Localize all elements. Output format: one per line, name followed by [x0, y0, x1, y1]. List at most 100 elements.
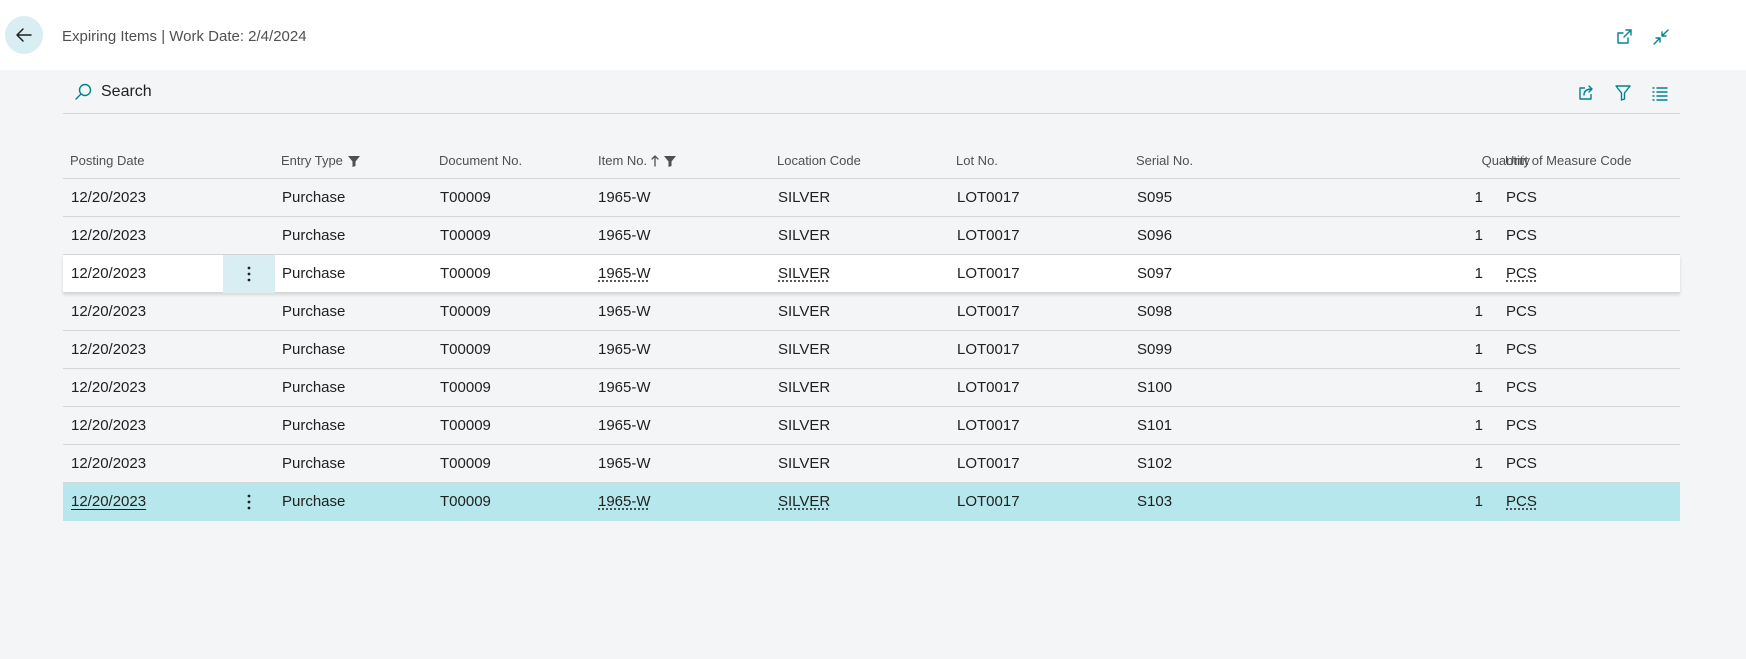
cell-lot-no: LOT0017	[957, 189, 1020, 206]
cell-location-code[interactable]: SILVER	[778, 227, 831, 244]
cell-uom[interactable]: PCS	[1506, 417, 1537, 434]
cell-location-code[interactable]: SILVER	[778, 189, 831, 206]
search-box[interactable]: Search	[73, 82, 152, 102]
cell-serial-no: S103	[1137, 493, 1173, 510]
cell-posting-date[interactable]: 12/20/2023	[71, 417, 147, 434]
cell-location-code[interactable]: SILVER	[778, 455, 831, 472]
cell-uom[interactable]: PCS	[1506, 493, 1537, 510]
cell-serial-no: S095	[1137, 189, 1173, 206]
cell-uom[interactable]: PCS	[1506, 341, 1537, 358]
column-header-serial-no[interactable]: Serial No.	[1136, 153, 1193, 168]
arrow-left-icon	[16, 28, 32, 42]
cell-item-no[interactable]: 1965-W	[598, 265, 651, 282]
expiring-items-grid: Posting Date Entry Type Document No. Ite…	[63, 142, 1680, 521]
list-view-button[interactable]	[1648, 81, 1672, 105]
cell-quantity: 1	[1474, 303, 1483, 320]
cell-uom[interactable]: PCS	[1506, 455, 1537, 472]
share-button[interactable]	[1574, 81, 1598, 105]
cell-posting-date[interactable]: 12/20/2023	[71, 379, 147, 396]
list-toolbar: Search	[63, 70, 1680, 114]
cell-lot-no: LOT0017	[957, 227, 1020, 244]
cell-uom[interactable]: PCS	[1506, 227, 1537, 244]
cell-document-no: T00009	[440, 189, 491, 206]
cell-posting-date[interactable]: 12/20/2023	[71, 493, 147, 510]
cell-entry-type: Purchase	[282, 417, 346, 434]
more-vertical-icon	[247, 494, 251, 510]
cell-uom[interactable]: PCS	[1506, 189, 1537, 206]
row-actions-button[interactable]	[223, 483, 275, 521]
cell-uom[interactable]: PCS	[1506, 265, 1537, 282]
table-row[interactable]: 12/20/2023 Purchase T00009 1965-W SILVER LOT0…	[63, 179, 1680, 217]
column-header-entry-type[interactable]: Entry Type	[281, 153, 361, 168]
cell-quantity: 1	[1474, 379, 1483, 396]
open-in-new-window-button[interactable]	[1612, 25, 1636, 49]
cell-entry-type: Purchase	[282, 189, 346, 206]
table-row[interactable]: 12/20/2023 Purchase T00009 1965-W SILVER LOT0…	[63, 331, 1680, 369]
cell-entry-type: Purchase	[282, 341, 346, 358]
cell-item-no[interactable]: 1965-W	[598, 341, 651, 358]
cell-location-code[interactable]: SILVER	[778, 341, 831, 358]
table-row[interactable]: 12/20/2023 Purchase T00009 1965-W SILVER LOT0…	[63, 293, 1680, 331]
column-header-quantity[interactable]: Quantity	[1410, 153, 1530, 168]
cell-posting-date[interactable]: 12/20/2023	[71, 341, 147, 358]
cell-item-no[interactable]: 1965-W	[598, 493, 651, 510]
column-header-label: Posting Date	[70, 153, 145, 168]
cell-document-no: T00009	[440, 227, 491, 244]
grid-body: 12/20/2023 Purchase T00009 1965-W SILVER LOT0…	[63, 179, 1680, 521]
back-button[interactable]	[5, 16, 43, 54]
cell-serial-no: S096	[1137, 227, 1173, 244]
collapse-button[interactable]	[1649, 25, 1673, 49]
filter-pane-button[interactable]	[1611, 81, 1635, 105]
column-header-location-code[interactable]: Location Code	[777, 153, 861, 168]
column-header-label: Entry Type	[281, 153, 343, 168]
cell-quantity: 1	[1474, 417, 1483, 434]
table-row[interactable]: 12/20/2023 Purchase T00009 1965-W SILVER LOT0…	[63, 369, 1680, 407]
cell-posting-date[interactable]: 12/20/2023	[71, 227, 147, 244]
cell-item-no[interactable]: 1965-W	[598, 303, 651, 320]
cell-location-code[interactable]: SILVER	[778, 417, 831, 434]
cell-location-code[interactable]: SILVER	[778, 379, 831, 396]
table-row[interactable]: 12/20/2023 Purchase T00009 1965-W SILVER LOT0…	[63, 445, 1680, 483]
cell-lot-no: LOT0017	[957, 341, 1020, 358]
cell-lot-no: LOT0017	[957, 379, 1020, 396]
table-row[interactable]: 12/20/2023 Purchase T00009 1965-W SILVER LOT0…	[63, 483, 1680, 521]
cell-location-code[interactable]: SILVER	[778, 303, 831, 320]
column-header-uom[interactable]: Unit of Measure Code	[1505, 153, 1631, 168]
cell-document-no: T00009	[440, 265, 491, 282]
cell-posting-date[interactable]: 12/20/2023	[71, 265, 147, 282]
cell-document-no: T00009	[440, 341, 491, 358]
column-header-label: Location Code	[777, 153, 861, 168]
column-header-item-no[interactable]: Item No.	[598, 153, 677, 168]
page-header: Expiring Items | Work Date: 2/4/2024	[0, 0, 1746, 70]
table-row[interactable]: 12/20/2023 Purchase T00009 1965-W SILVER LOT0…	[63, 217, 1680, 255]
table-row[interactable]: 12/20/2023 Purchase T00009 1965-W SILVER LOT0…	[63, 255, 1680, 293]
cell-posting-date[interactable]: 12/20/2023	[71, 455, 147, 472]
cell-location-code[interactable]: SILVER	[778, 493, 831, 510]
cell-uom[interactable]: PCS	[1506, 303, 1537, 320]
cell-item-no[interactable]: 1965-W	[598, 227, 651, 244]
column-header-lot-no[interactable]: Lot No.	[956, 153, 998, 168]
cell-uom[interactable]: PCS	[1506, 379, 1537, 396]
cell-item-no[interactable]: 1965-W	[598, 189, 651, 206]
cell-lot-no: LOT0017	[957, 455, 1020, 472]
column-header-label: Unit of Measure Code	[1505, 153, 1632, 168]
filter-icon	[347, 155, 360, 167]
column-header-document-no[interactable]: Document No.	[439, 153, 522, 168]
column-header-label: Quantity	[1481, 153, 1530, 168]
cell-item-no[interactable]: 1965-W	[598, 455, 651, 472]
cell-item-no[interactable]: 1965-W	[598, 379, 651, 396]
cell-item-no[interactable]: 1965-W	[598, 417, 651, 434]
column-header-posting-date[interactable]: Posting Date	[70, 153, 144, 168]
open-in-new-window-icon	[1617, 29, 1632, 44]
column-header-label: Item No.	[598, 153, 648, 168]
cell-posting-date[interactable]: 12/20/2023	[71, 303, 147, 320]
cell-location-code[interactable]: SILVER	[778, 265, 831, 282]
cell-entry-type: Purchase	[282, 493, 346, 510]
table-row[interactable]: 12/20/2023 Purchase T00009 1965-W SILVER LOT0…	[63, 407, 1680, 445]
row-actions-button[interactable]	[223, 255, 275, 293]
cell-document-no: T00009	[440, 379, 491, 396]
cell-serial-no: S101	[1137, 417, 1173, 434]
share-icon	[1579, 85, 1593, 100]
cell-posting-date[interactable]: 12/20/2023	[71, 189, 147, 206]
arrow-up-icon	[651, 154, 659, 167]
